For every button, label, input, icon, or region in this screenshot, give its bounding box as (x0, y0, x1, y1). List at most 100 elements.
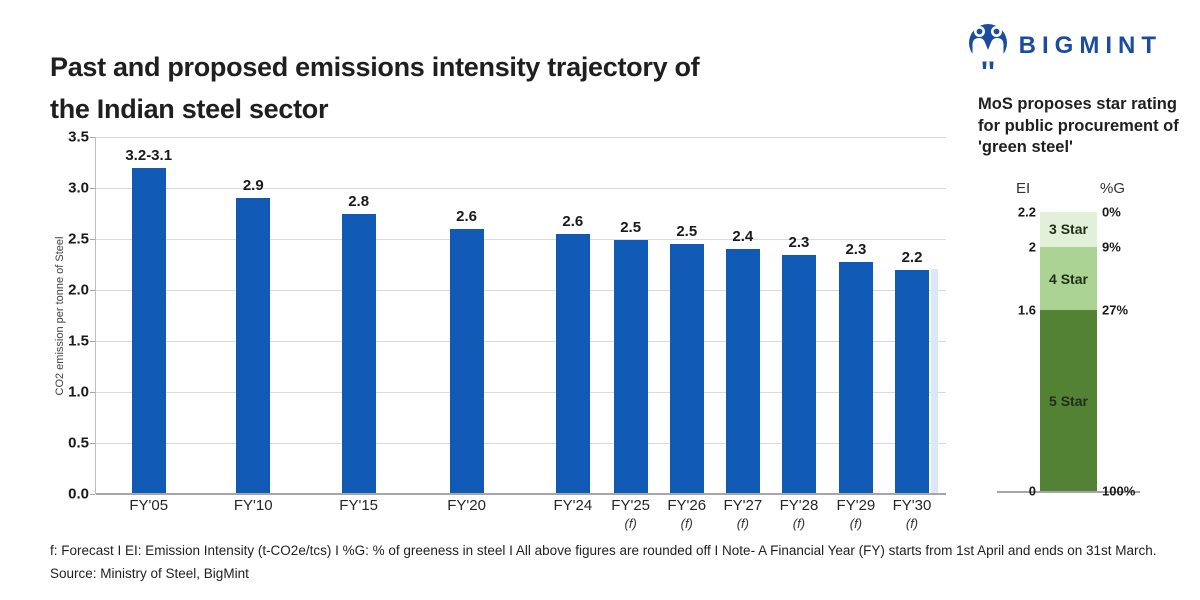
bar-FY'26 (669, 244, 704, 494)
bar-value-label: 2.3 (845, 241, 867, 259)
gridline (96, 239, 946, 240)
bigmint-logo-icon (968, 24, 1007, 69)
bar-FY'30 (895, 269, 929, 494)
faint-clipped-bar (930, 268, 938, 494)
footnotes: f: Forecast I EI: Emission Intensity (t-… (50, 543, 1157, 558)
bar-FY'29 (838, 262, 873, 494)
gridline (96, 443, 946, 444)
bar-FY'20 (449, 228, 484, 494)
category-text: FY'30 (892, 497, 932, 514)
bar-value-label: 2.6 (456, 207, 478, 225)
x-axis-category-label: FY'20 (447, 497, 486, 515)
bar-value-label: 2.8 (348, 192, 370, 210)
x-axis-line (96, 493, 946, 495)
star-segment-5-star: 5 Star (1040, 310, 1097, 491)
y-axis-tick-mark (90, 137, 95, 138)
x-axis-category-label: FY'28 (f) (780, 497, 819, 533)
page-title: Past and proposed emissions intensity tr… (50, 46, 870, 130)
y-axis-tick-label: 3.5 (68, 128, 89, 146)
forecast-marker: (f) (680, 516, 693, 531)
category-text: FY'20 (447, 497, 486, 514)
forecast-marker: (f) (849, 516, 863, 531)
category-text: FY'15 (339, 497, 378, 514)
bar-FY'10 (236, 198, 271, 494)
bar-value-label: 2.5 (620, 219, 642, 237)
bar-value-label: 2.9 (242, 177, 264, 195)
bar-value-label: 2.4 (732, 228, 754, 246)
star-segment-3-star: 3 Star (1040, 212, 1097, 247)
y-axis-tick-label: 2.5 (68, 230, 89, 248)
star-greenness-value: 9% (1102, 239, 1121, 255)
category-text: FY'10 (233, 497, 273, 514)
star-ei-value: 0 (1028, 483, 1036, 499)
star-panel-title: MoS proposes star rating for public proc… (978, 95, 1179, 156)
category-text: FY'29 (836, 497, 876, 514)
forecast-marker: (f) (905, 516, 919, 531)
y-axis-tick-label: 1.0 (68, 383, 89, 401)
x-axis-category-label: FY'05 (129, 497, 168, 515)
star-segment-4-star: 4 Star (1040, 246, 1097, 311)
bar-FY'24 (555, 233, 590, 494)
bar-value-label: 2.3 (788, 234, 810, 252)
x-axis-category-label: FY'30 (f) (893, 497, 932, 533)
title-line-2: the Indian steel sector (50, 94, 329, 125)
star-segment-label: 5 Star (1049, 392, 1088, 409)
x-axis-category-label: FY'26 (f) (667, 497, 706, 533)
x-axis-category-label: FY'27 (f) (723, 497, 762, 533)
x-axis-category-label: FY'24 (553, 497, 592, 515)
forecast-marker: (f) (792, 516, 806, 531)
bar-FY'27 (725, 249, 760, 494)
forecast-marker: (f) (736, 516, 749, 531)
brand-logo: BIGMINT (965, 22, 1162, 70)
category-text: FY'27 (723, 497, 763, 514)
star-greenness-value: 0% (1102, 204, 1121, 220)
star-chart-baseline (997, 491, 1140, 493)
bar-FY'15 (341, 213, 376, 494)
star-greenness-value: 27% (1102, 302, 1129, 318)
star-rating-stacked-bar: 3 Star 4 Star 5 Star (1040, 212, 1097, 491)
category-text: FY'24 (553, 497, 593, 514)
category-text: FY'25 (611, 497, 650, 514)
bar-value-label: 2.5 (676, 223, 698, 241)
star-ei-value: 2.2 (1017, 204, 1036, 220)
gridline (96, 392, 946, 393)
y-axis-tick-label: 0.5 (68, 434, 89, 452)
emissions-bar-chart-plot-area: 3.5 3.0 2.5 2.0 1.5 1.0 0.5 0.0 3.2-3.1 FY'05 2.9 F… (68, 129, 946, 531)
y-axis-tick-mark (90, 290, 95, 291)
source-line: Source: Ministry of Steel, BigMint (50, 566, 249, 581)
forecast-marker: (f) (624, 516, 637, 531)
title-line-1: Past and proposed emissions intensity tr… (50, 52, 700, 83)
star-ei-value: 1.6 (1017, 302, 1036, 318)
bar-value-label: 3.2-3.1 (125, 146, 173, 164)
y-axis-tick-mark (90, 392, 95, 393)
bar-FY'28 (781, 255, 816, 494)
star-greenness-value: 100% (1102, 483, 1136, 499)
x-axis-category-label: FY'15 (339, 497, 378, 515)
y-axis-tick-label: 0.0 (68, 485, 89, 503)
y-axis-tick-mark (90, 443, 95, 444)
star-segment-label: 4 Star (1049, 270, 1088, 287)
y-axis-tick-label: 1.5 (68, 332, 89, 350)
star-ei-column-header: EI (1016, 180, 1031, 197)
star-ei-value: 2 (1028, 239, 1036, 255)
bar-FY'25 (613, 240, 648, 494)
y-axis-tick-mark (90, 188, 95, 189)
y-axis-tick-mark (90, 494, 95, 495)
star-segment-label: 3 Star (1049, 221, 1088, 238)
gridline (96, 290, 946, 291)
gridline (96, 137, 946, 138)
category-text: FY'28 (779, 497, 819, 514)
y-axis-tick-label: 2.0 (68, 281, 89, 299)
star-g-column-header: %G (1100, 180, 1126, 197)
bar-FY'05 (131, 167, 166, 494)
gridline (96, 341, 946, 342)
y-axis-tick-label: 3.0 (68, 179, 89, 197)
y-axis-title: CO2 emission per tonne of Steel (54, 236, 66, 396)
bar-value-label: 2.6 (562, 212, 584, 230)
x-axis-category-label: FY'25 (f) (611, 497, 650, 533)
y-axis-tick-mark (90, 341, 95, 342)
x-axis-category-label: FY'29 (f) (837, 497, 876, 533)
x-axis-category-label: FY'10 (234, 497, 273, 515)
category-text: FY'05 (129, 497, 169, 514)
